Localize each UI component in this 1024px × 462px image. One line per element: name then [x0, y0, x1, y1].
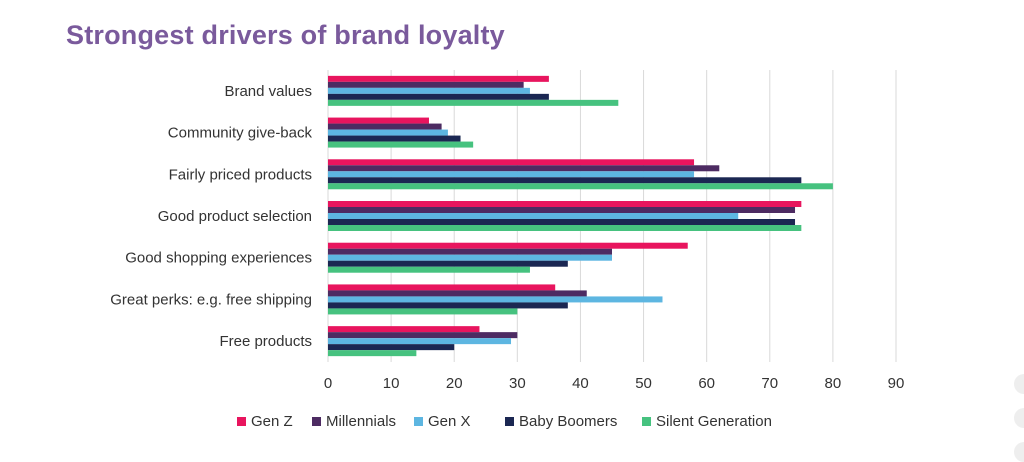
chart-title: Strongest drivers of brand loyalty: [66, 20, 505, 50]
x-tick-label: 80: [825, 375, 842, 392]
bar: [328, 248, 612, 255]
bar: [328, 344, 455, 351]
legend-swatch: [237, 417, 246, 426]
bar: [328, 87, 530, 94]
legend-swatch: [642, 417, 651, 426]
category-label: Good product selection: [158, 208, 312, 225]
x-tick-label: 30: [509, 375, 526, 392]
category-label: Brand values: [224, 83, 312, 100]
side-scroll-indicator: [1014, 442, 1024, 462]
x-tick-label: 0: [324, 375, 332, 392]
side-scroll-indicator: [1014, 374, 1024, 394]
category-label: Fairly priced products: [169, 166, 312, 183]
bar: [328, 350, 417, 357]
bar: [328, 159, 695, 166]
category-label: Free products: [219, 333, 312, 350]
x-tick-labels: 0 10 20 30 40 50 60 70 80 90: [324, 375, 905, 392]
bar: [328, 123, 442, 130]
bar: [328, 93, 549, 100]
category-label: Great perks: e.g. free shipping: [110, 291, 312, 308]
bar: [328, 296, 663, 303]
bar: [328, 266, 530, 273]
legend-label: Baby Boomers: [519, 413, 617, 430]
legend-label: Gen X: [428, 413, 471, 430]
bar: [328, 171, 695, 178]
legend-swatch: [505, 417, 514, 426]
legend-label: Silent Generation: [656, 413, 772, 430]
legend-label: Millennials: [326, 413, 396, 430]
bar: [328, 326, 480, 333]
bar: [328, 284, 556, 291]
bar: [328, 225, 802, 231]
legend-swatch: [414, 417, 423, 426]
bar: [328, 129, 448, 136]
x-tick-label: 70: [761, 375, 778, 392]
bar: [328, 165, 720, 172]
bar: [328, 290, 587, 297]
category-label: Good shopping experiences: [125, 250, 312, 267]
x-tick-label: 50: [635, 375, 652, 392]
bar: [328, 183, 833, 190]
x-tick-label: 60: [698, 375, 715, 392]
legend-label: Gen Z: [251, 413, 293, 430]
bar: [328, 207, 796, 213]
bar: [328, 219, 796, 225]
bar: [328, 308, 518, 315]
bar: [328, 242, 688, 249]
legend-swatch: [312, 417, 321, 426]
bar: [328, 117, 429, 124]
bar: [328, 81, 524, 88]
bar: [328, 201, 802, 207]
legend: Gen Z Millennials Gen X Baby Boomers Silent …: [237, 413, 772, 430]
bar: [328, 332, 518, 339]
bar: [328, 75, 549, 82]
bars: [328, 75, 833, 357]
bar: [328, 177, 802, 184]
x-tick-label: 90: [888, 375, 905, 392]
x-tick-label: 40: [572, 375, 589, 392]
bar: [328, 141, 474, 148]
category-label: Community give-back: [168, 125, 313, 142]
bar: [328, 99, 619, 106]
bar: [328, 135, 461, 142]
x-tick-label: 10: [383, 375, 400, 392]
category-labels: Brand values Community give-back Fairly pr…: [110, 83, 312, 350]
bar: [328, 302, 568, 309]
bar: [328, 213, 739, 219]
bar: [328, 254, 612, 261]
side-scroll-indicator: [1014, 408, 1024, 428]
bar: [328, 260, 568, 267]
x-tick-label: 20: [446, 375, 463, 392]
bar: [328, 338, 512, 345]
